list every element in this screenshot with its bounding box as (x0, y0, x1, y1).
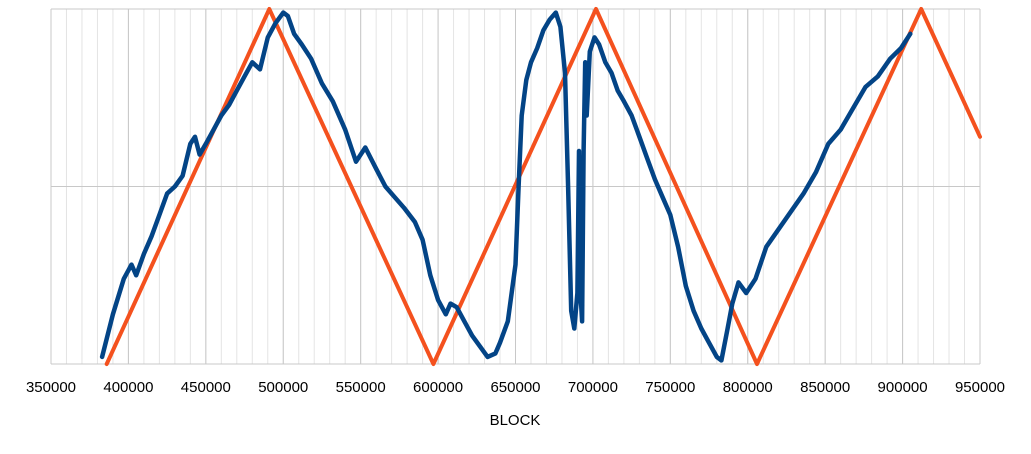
x-tick-label: 900000 (878, 379, 928, 396)
x-tick-label: 700000 (568, 379, 618, 396)
series-line-orange (104, 7, 982, 366)
x-tick-label: 750000 (645, 379, 695, 396)
x-tick-label: 600000 (413, 379, 463, 396)
x-tick-label: 550000 (336, 379, 386, 396)
x-tick-label: 800000 (723, 379, 773, 396)
series-line-blue (99, 10, 913, 363)
x-tick-label: 850000 (800, 379, 850, 396)
x-tick-label: 650000 (490, 379, 540, 396)
x-tick-label: 500000 (258, 379, 308, 396)
x-axis-tick-labels: 350000 400000 450000 500000 550000 600000 6500… (26, 379, 1005, 396)
x-axis-title: BLOCK (490, 412, 541, 429)
x-tick-label: 400000 (103, 379, 153, 396)
x-tick-label: 450000 (181, 379, 231, 396)
major-gridlines (50, 8, 981, 365)
x-tick-label: 950000 (955, 379, 1005, 396)
x-tick-label: 350000 (26, 379, 76, 396)
series-layer (99, 7, 982, 366)
